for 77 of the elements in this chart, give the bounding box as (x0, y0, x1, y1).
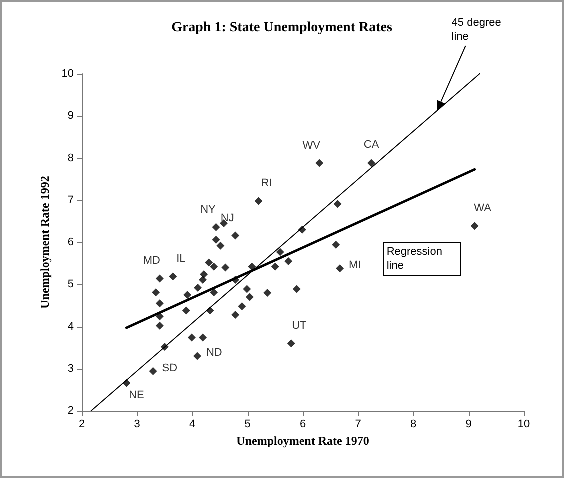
data-label: NY (200, 204, 217, 216)
point (222, 264, 230, 272)
point (152, 288, 160, 297)
point (156, 312, 164, 321)
x-tick-label: 7 (355, 418, 362, 430)
data-label: NE (129, 390, 144, 402)
x-tick-label: 4 (189, 418, 196, 430)
data-label: CA (364, 138, 380, 151)
x-tick-label: 2 (78, 418, 86, 430)
y-tick-label: 10 (62, 68, 74, 80)
point (232, 310, 240, 319)
point (246, 293, 254, 302)
y-tick-label: 6 (68, 236, 74, 248)
x-axis-title: Unemployment Rate 1970 (236, 434, 370, 448)
point (188, 334, 196, 342)
text: 45 degree line (452, 16, 502, 44)
x-tick-label: 3 (134, 418, 140, 430)
data-label: UT (292, 320, 308, 332)
x-tick-label: 10 (518, 418, 530, 430)
data-label: RI (261, 178, 272, 190)
y-tick-label: 3 (68, 362, 74, 375)
data-label: IL (176, 253, 186, 266)
point (264, 289, 272, 298)
point (169, 272, 178, 281)
y-tick-label: 5 (68, 278, 74, 291)
y-tick-label: 9 (68, 110, 74, 122)
point (232, 232, 240, 240)
point (216, 242, 225, 250)
point (292, 285, 301, 294)
point (194, 284, 202, 292)
y-tick-label: 7 (68, 194, 74, 206)
point (238, 302, 246, 311)
point (212, 236, 220, 244)
point (316, 159, 324, 168)
data-label: WA (474, 202, 492, 215)
point (193, 352, 202, 360)
x-tick-label: 6 (300, 418, 306, 430)
point (156, 322, 164, 330)
point (336, 264, 344, 273)
y-axis-title: Unemployment Rate 1992 (38, 176, 52, 309)
data-label: MI (349, 260, 362, 272)
point (243, 285, 252, 294)
point (332, 241, 340, 250)
point (156, 274, 164, 283)
point (156, 300, 164, 308)
point (212, 223, 220, 232)
y-tick-label: 4 (68, 320, 74, 333)
x-tick-label: 5 (244, 418, 251, 430)
point (271, 262, 280, 271)
point (184, 291, 192, 300)
point (205, 258, 214, 267)
point (182, 306, 190, 315)
x-tick-label: 8 (410, 418, 417, 430)
data-label: MD (143, 255, 161, 268)
point (248, 262, 256, 271)
point (284, 257, 293, 266)
point (276, 248, 284, 256)
point (149, 367, 158, 376)
y-tick-label: 2 (68, 405, 74, 417)
data-label: NJ (220, 212, 234, 224)
point (334, 200, 342, 208)
point (368, 159, 376, 168)
point (198, 276, 207, 284)
point (210, 262, 218, 271)
point (287, 340, 296, 348)
point (254, 197, 263, 206)
point (198, 334, 207, 342)
point (200, 270, 208, 279)
text: Regression line (382, 242, 462, 276)
y-tick-label: 8 (68, 152, 74, 164)
data-label: SD (162, 362, 178, 374)
point (210, 288, 218, 297)
chart-title: Graph 1: State Unemployment Rates (172, 20, 393, 36)
data-label: WV (302, 140, 322, 152)
data-label: ND (206, 347, 222, 360)
point (470, 222, 479, 230)
x-tick-label: 9 (466, 418, 472, 430)
